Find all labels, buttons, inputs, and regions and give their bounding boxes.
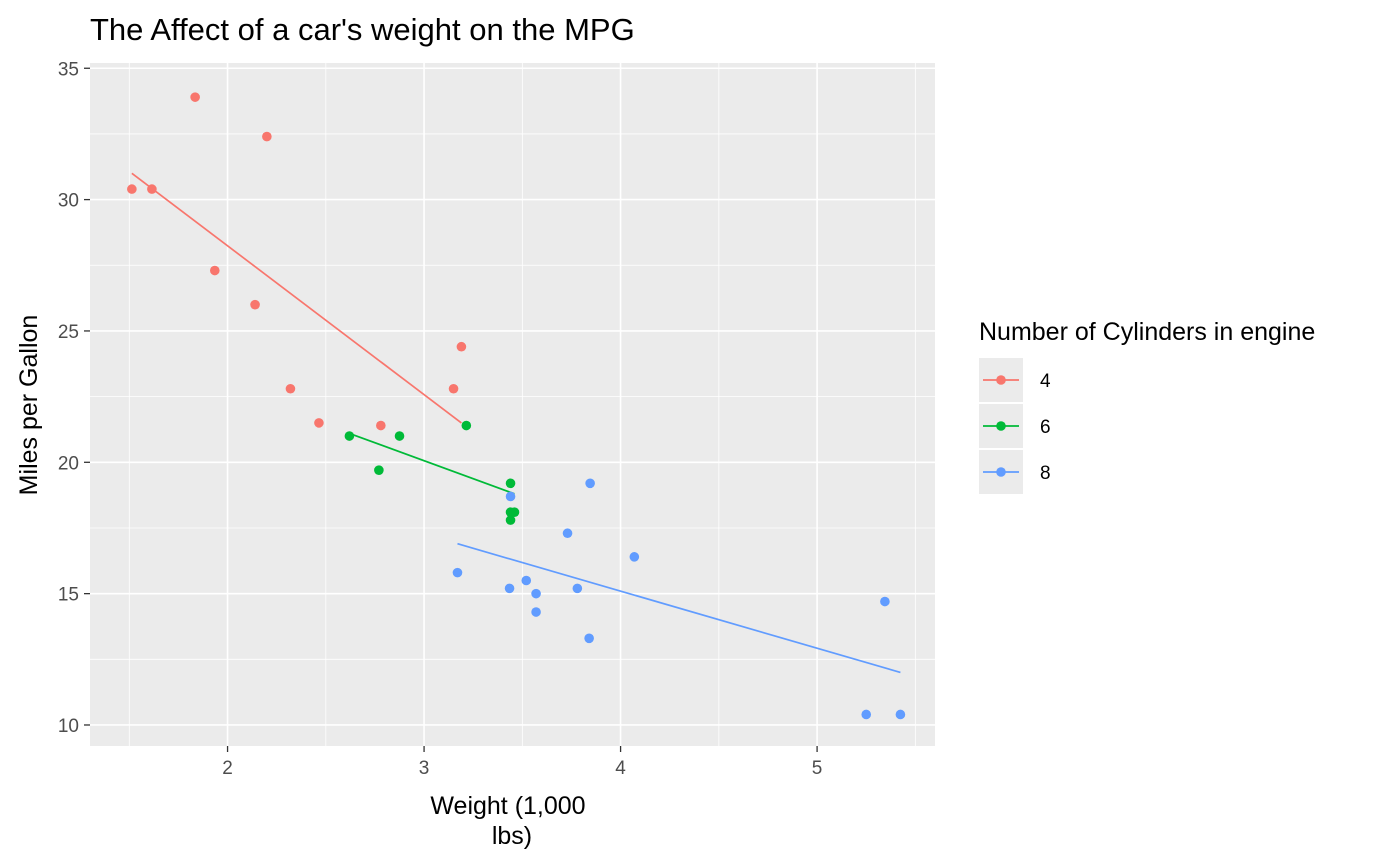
data-point	[531, 588, 541, 599]
data-point	[505, 491, 516, 502]
data-point	[895, 709, 906, 720]
series-8	[452, 478, 906, 720]
legend-label: 6	[1040, 417, 1051, 438]
legend-title: Number of Cylinders in engine	[979, 318, 1315, 346]
y-axis: 10 15 20 25 30 35	[58, 59, 90, 737]
panel-background	[90, 63, 935, 746]
data-point	[262, 131, 272, 142]
data-point	[374, 465, 384, 475]
legend-item-4: 4	[979, 358, 1051, 402]
data-point	[461, 420, 472, 431]
x-tick-label: 2	[222, 758, 233, 779]
data-point	[209, 265, 220, 276]
regression-line	[349, 432, 515, 495]
plot-panel	[90, 63, 935, 746]
data-point	[285, 383, 296, 394]
legend-key-point	[996, 467, 1006, 477]
regression-line	[457, 542, 901, 674]
x-tick-label: 3	[419, 758, 430, 779]
y-tick-label: 20	[58, 453, 79, 474]
x-axis-title-line-2: lbs)	[492, 822, 532, 850]
x-tick-label: 4	[615, 758, 626, 779]
legend-label: 4	[1040, 371, 1051, 392]
legend-keys: 4 6 8	[979, 358, 1051, 494]
data-point	[521, 575, 532, 586]
legend-item-6: 6	[979, 404, 1051, 448]
data-point	[505, 515, 516, 525]
data-point	[509, 507, 520, 518]
regression-line	[131, 172, 462, 424]
data-point	[531, 607, 541, 617]
data-layer	[127, 92, 906, 720]
data-point	[127, 184, 137, 194]
data-point	[394, 431, 405, 441]
data-point	[585, 478, 595, 489]
data-point	[456, 341, 467, 352]
series-4	[127, 92, 467, 431]
x-axis: 2 3 4 5	[222, 746, 822, 779]
legend: Number of Cylinders in engine 4 6 8	[979, 318, 1315, 494]
data-point	[452, 567, 463, 578]
legend-label: 8	[1040, 463, 1051, 484]
data-point	[880, 596, 890, 607]
y-tick-label: 25	[58, 322, 79, 343]
data-point	[448, 383, 459, 394]
data-point	[376, 420, 386, 431]
y-tick-label: 35	[58, 59, 79, 80]
y-axis-title: Miles per Gallon	[15, 315, 43, 496]
x-tick-label: 5	[812, 758, 823, 779]
data-point	[147, 184, 157, 194]
legend-item-8: 8	[979, 450, 1051, 494]
data-point	[562, 528, 573, 539]
data-point	[504, 583, 515, 594]
series-6	[344, 420, 520, 525]
legend-key-point	[996, 421, 1006, 431]
data-point	[505, 478, 516, 489]
data-point	[314, 418, 324, 428]
chart-title: The Affect of a car's weight on the MPG	[90, 12, 635, 47]
y-tick-label: 10	[58, 716, 79, 737]
data-point	[861, 709, 872, 720]
x-axis-title-line-1: Weight (1,000	[430, 792, 585, 820]
data-point	[190, 92, 200, 102]
data-point	[584, 633, 594, 644]
data-point	[629, 552, 640, 562]
data-point	[344, 431, 355, 441]
data-point	[250, 299, 260, 310]
y-tick-label: 30	[58, 191, 79, 212]
y-tick-label: 15	[58, 585, 79, 606]
data-point	[572, 583, 583, 594]
legend-key-point	[996, 375, 1006, 385]
